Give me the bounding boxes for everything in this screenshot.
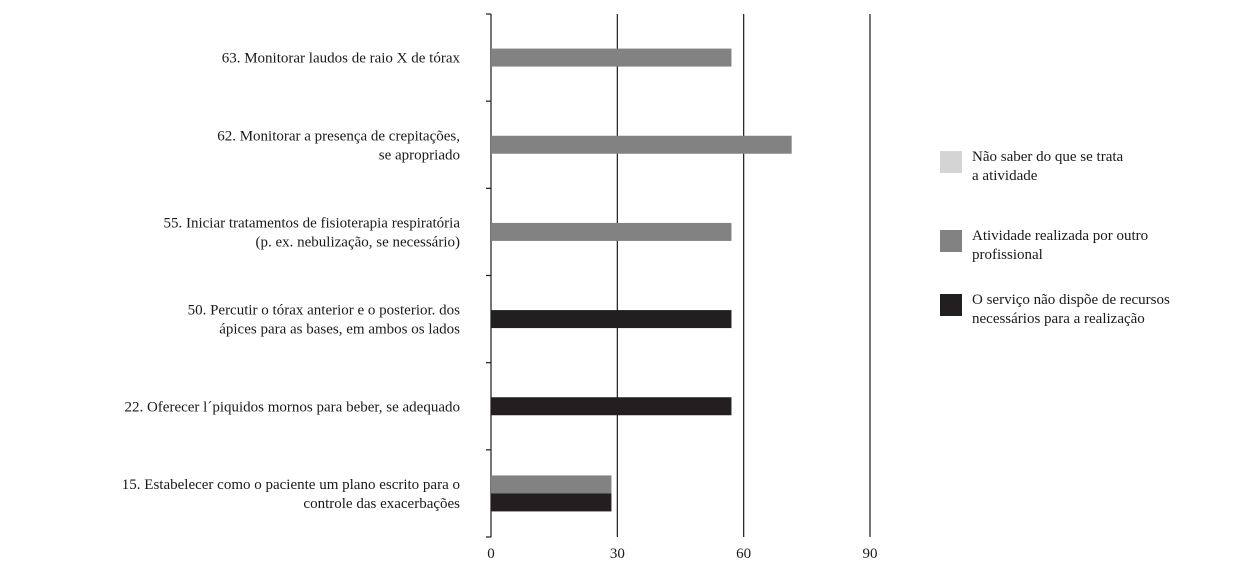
category-label: 15. Estabelecer como o paciente um plano… [122,477,460,512]
legend-label-line: profissional [972,247,1043,263]
bars [491,48,792,512]
bar-cat0-series1 [491,48,732,67]
category-label: 62. Monitorar a presença de crepitações,… [217,128,460,163]
legend-swatch [940,151,962,173]
legend-label: Não saber do que se trata a atividade [972,149,1124,184]
category-labels: 63. Monitorar laudos de raio X de tórax 6… [122,51,461,512]
legend-label-line: a atividade [972,168,1038,184]
category-label: 22. Oferecer l´piquidos mornos para bebe… [124,399,460,415]
bar-cat3-series2 [491,310,732,329]
legend-label-line: Não saber do que se trata [972,149,1124,165]
category-label-line: (p. ex. nebulização, se necessário) [256,234,461,250]
x-tick-label: 90 [863,546,878,562]
category-label-line: 50. Percutir o tórax anterior e o poster… [188,303,461,319]
category-label-line: se apropriado [379,147,460,163]
category-label: 55. Iniciar tratamentos de fisioterapia … [163,215,460,250]
bar-cat5-series1 [491,475,612,494]
legend-label-line: O serviço não dispõe de recursos [972,292,1170,308]
bar-cat5-series2 [491,493,612,512]
legend: Não saber do que se trata a atividade Ativ… [940,149,1170,327]
legend-swatch [940,230,962,252]
category-label: 63. Monitorar laudos de raio X de tórax [222,51,461,67]
legend-label-line: necessários para a realização [972,311,1145,327]
y-axis [486,13,492,538]
x-tick-label: 0 [487,546,495,562]
x-tick-labels: 0 30 60 90 [487,546,877,562]
category-label-line: ápices para as bases, em ambos os lados [219,322,460,338]
grid-lines [616,14,871,537]
legend-label-line: Atividade realizada por outro [972,228,1148,244]
legend-swatch [940,294,962,316]
legend-label: O serviço não dispõe de recursos necessár… [972,292,1170,327]
category-label-line: 22. Oferecer l´piquidos mornos para bebe… [124,399,460,415]
category-label-line: 15. Estabelecer como o paciente um plano… [122,477,460,493]
x-tick-label: 60 [736,546,751,562]
x-tick-label: 30 [610,546,625,562]
category-label-line: controle das exacerbações [303,496,460,512]
category-label-line: 55. Iniciar tratamentos de fisioterapia … [163,215,460,231]
category-label: 50. Percutir o tórax anterior e o poster… [188,303,461,338]
legend-label: Atividade realizada por outro profissiona… [972,228,1148,263]
bar-cat2-series1 [491,222,732,241]
bar-cat1-series1 [491,135,792,154]
category-label-line: 62. Monitorar a presença de crepitações, [217,128,460,144]
category-label-line: 63. Monitorar laudos de raio X de tórax [222,51,461,67]
bar-cat4-series2 [491,397,732,416]
